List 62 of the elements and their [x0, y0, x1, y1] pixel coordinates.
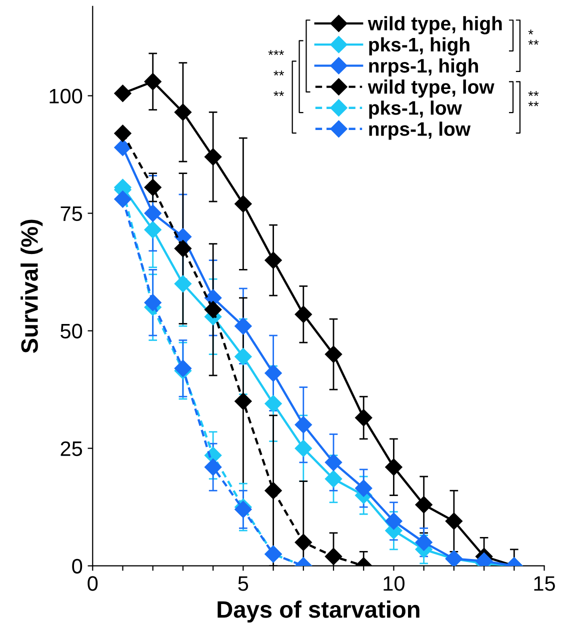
point: [294, 416, 312, 434]
x-tick-label: 15: [534, 576, 555, 591]
x-axis-title: Days of starvation: [218, 600, 420, 623]
legend-label: nrps-1, high: [369, 58, 478, 77]
annotation: **: [274, 91, 284, 96]
point: [264, 364, 282, 382]
point: [324, 548, 342, 565]
point: [174, 240, 192, 258]
legend-label: nrps-1, low: [369, 122, 471, 140]
point: [445, 512, 462, 530]
y-tick-label: 75: [60, 206, 82, 222]
point: [204, 458, 222, 476]
x-tick-label: 10: [384, 576, 404, 591]
point: [114, 138, 132, 156]
point: [204, 148, 222, 166]
annotation: *: [528, 30, 534, 34]
point: [264, 252, 282, 269]
annotation: **: [528, 40, 539, 45]
point: [264, 395, 282, 412]
annotation: ***: [268, 50, 284, 55]
point: [144, 204, 162, 222]
point: [234, 318, 252, 335]
y-tick-label: 100: [50, 88, 82, 104]
point: [234, 195, 252, 212]
legend-label: wild type, high: [368, 16, 502, 34]
point: [174, 275, 192, 292]
annotation: **: [528, 101, 539, 106]
point: [355, 409, 372, 426]
point: [114, 124, 132, 142]
point: [324, 470, 342, 488]
legend-label: wild type, low: [368, 80, 494, 98]
point: [415, 534, 432, 551]
y-tick-label: 50: [60, 324, 82, 339]
point: [234, 392, 252, 410]
point: [385, 458, 402, 476]
legend-label: pks-1, low: [369, 100, 462, 119]
y-tick-label: 0: [72, 558, 82, 574]
point: [144, 294, 162, 312]
point: [114, 190, 132, 208]
point: [144, 73, 162, 90]
point: [324, 346, 342, 363]
point: [114, 84, 132, 102]
y-tick-label: 25: [60, 441, 82, 456]
point: [415, 496, 432, 514]
x-tick-label: 0: [88, 576, 98, 591]
legend-label: pks-1, high: [369, 37, 470, 56]
point: [294, 534, 312, 551]
point: [174, 104, 192, 121]
point: [144, 221, 162, 238]
annotation: **: [274, 70, 284, 76]
point: [264, 482, 282, 500]
point: [294, 440, 312, 457]
x-tick-label: 5: [238, 576, 248, 591]
point: [204, 301, 222, 318]
point: [144, 178, 162, 196]
point: [385, 512, 402, 530]
point: [324, 454, 342, 471]
point: [355, 480, 372, 497]
point: [234, 348, 252, 366]
y-axis-title: Survival (%): [20, 220, 43, 354]
annotation: **: [528, 91, 539, 96]
point: [294, 306, 312, 323]
